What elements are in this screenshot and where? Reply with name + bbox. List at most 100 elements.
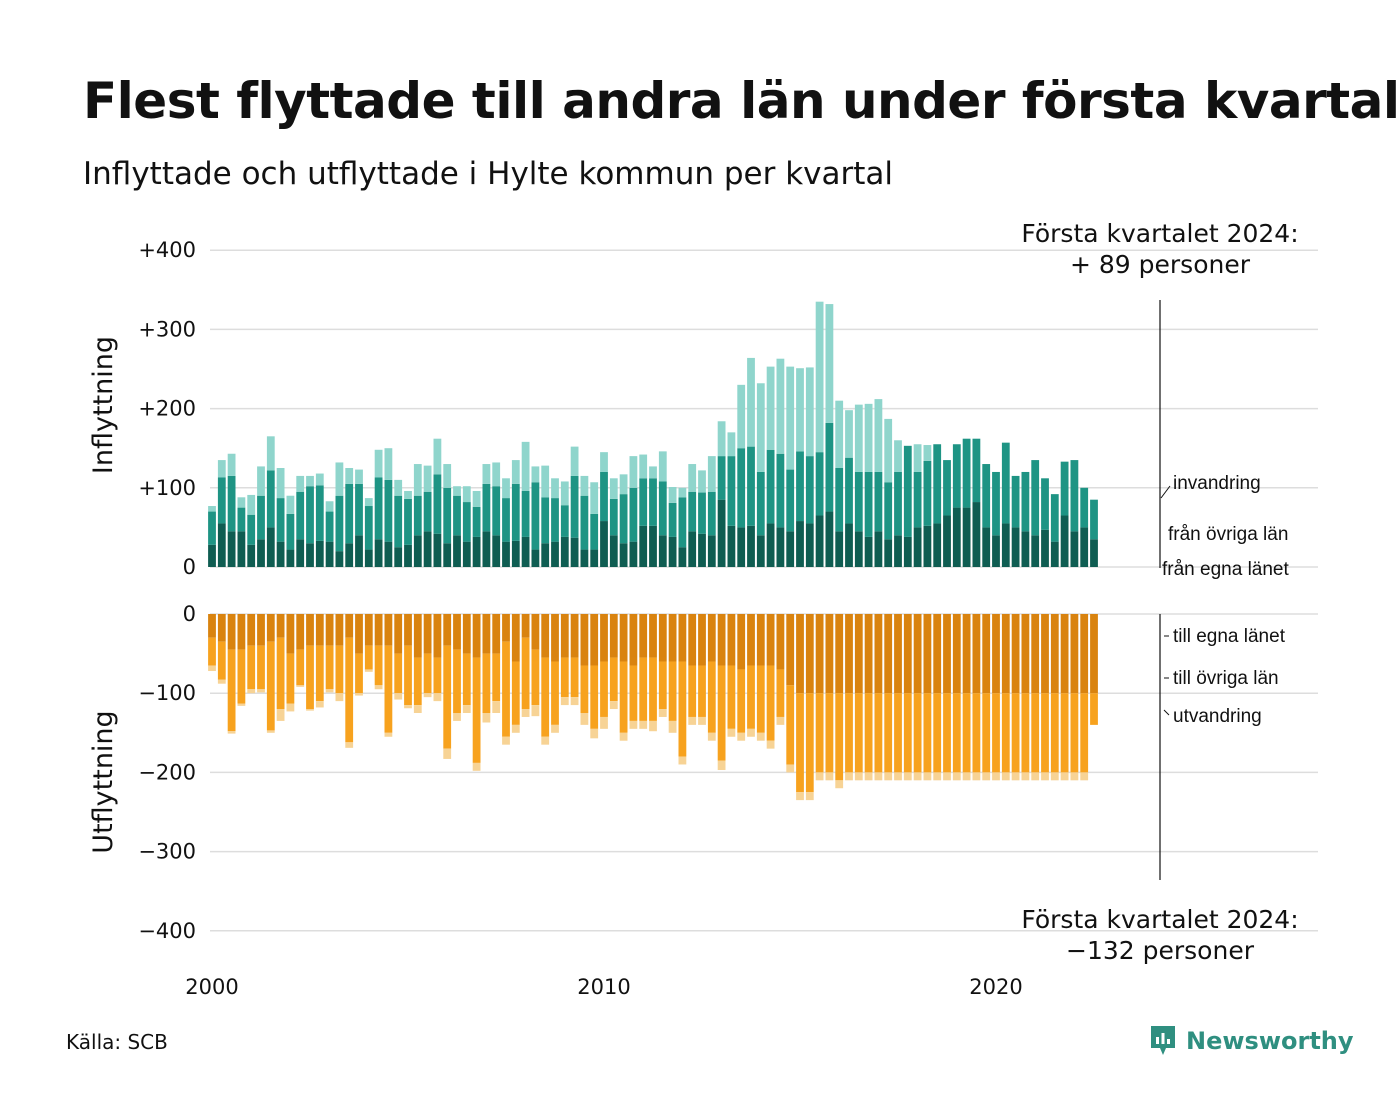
bar-fran-ovriga-lan bbox=[835, 468, 844, 532]
bar-till-ovriga-lan bbox=[845, 693, 853, 773]
bar-invandring bbox=[443, 464, 452, 488]
bar-till-egna-lanet bbox=[1060, 614, 1069, 694]
bar-fran-ovriga-lan bbox=[884, 482, 893, 540]
annotation-top-line1: Första kvartalet 2024: bbox=[1021, 219, 1298, 248]
bar-fran-egna-lanet bbox=[923, 525, 932, 567]
bar-fran-ovriga-lan bbox=[688, 491, 697, 532]
bar-till-egna-lanet bbox=[462, 614, 471, 654]
bar-invandring bbox=[453, 486, 461, 496]
bar-fran-ovriga-lan bbox=[698, 492, 706, 534]
bar-utvandring bbox=[423, 693, 432, 698]
bar-till-ovriga-lan bbox=[266, 641, 275, 731]
bar-fran-egna-lanet bbox=[933, 523, 942, 567]
bar-till-ovriga-lan bbox=[560, 657, 569, 698]
bar-till-egna-lanet bbox=[982, 614, 991, 694]
bar-utvandring bbox=[1031, 772, 1040, 781]
bar-till-ovriga-lan bbox=[835, 693, 844, 781]
bar-fran-ovriga-lan bbox=[531, 482, 540, 550]
bar-fran-egna-lanet bbox=[482, 531, 491, 567]
bar-fran-egna-lanet bbox=[590, 549, 599, 567]
bar-fran-ovriga-lan bbox=[903, 445, 912, 537]
label-till-ovriga-lan: till övriga län bbox=[1173, 668, 1279, 689]
bar-utvandring bbox=[1080, 772, 1089, 781]
bar-till-ovriga-lan bbox=[737, 669, 746, 733]
bar-fran-egna-lanet bbox=[296, 539, 305, 567]
bar-till-egna-lanet bbox=[551, 614, 559, 662]
bar-fran-ovriga-lan bbox=[972, 438, 981, 503]
bar-fran-ovriga-lan bbox=[325, 511, 334, 542]
bar-till-ovriga-lan bbox=[1070, 693, 1079, 773]
bar-utvandring bbox=[678, 756, 687, 765]
bar-invandring bbox=[492, 462, 501, 487]
bar-invandring bbox=[815, 301, 824, 453]
bar-till-egna-lanet bbox=[943, 614, 951, 694]
bar-invandring bbox=[894, 440, 902, 472]
bar-till-egna-lanet bbox=[668, 614, 677, 662]
bar-till-ovriga-lan bbox=[443, 645, 452, 749]
bar-utvandring bbox=[580, 713, 589, 725]
bar-till-ovriga-lan bbox=[1080, 693, 1089, 773]
bars-outflow bbox=[208, 614, 1098, 801]
bar-till-ovriga-lan bbox=[325, 645, 334, 690]
bar-invandring bbox=[423, 465, 432, 492]
bar-till-egna-lanet bbox=[511, 614, 520, 662]
bar-till-ovriga-lan bbox=[335, 645, 344, 694]
bar-till-ovriga-lan bbox=[355, 653, 363, 694]
bar-utvandring bbox=[1070, 772, 1079, 781]
bar-invandring bbox=[737, 384, 746, 449]
bar-till-ovriga-lan bbox=[854, 693, 863, 773]
bar-fran-ovriga-lan bbox=[854, 471, 863, 532]
bar-fran-ovriga-lan bbox=[1060, 461, 1069, 516]
bar-invandring bbox=[531, 466, 540, 483]
bar-fran-egna-lanet bbox=[580, 549, 589, 567]
bar-fran-egna-lanet bbox=[629, 541, 638, 567]
bar-fran-ovriga-lan bbox=[462, 502, 471, 542]
bar-till-ovriga-lan bbox=[903, 693, 912, 773]
bar-invandring bbox=[776, 358, 785, 454]
bar-till-ovriga-lan bbox=[609, 657, 618, 702]
label-fran-ovriga-lan: från övriga län bbox=[1168, 524, 1288, 545]
bar-till-ovriga-lan bbox=[962, 693, 971, 773]
bar-till-egna-lanet bbox=[217, 614, 226, 642]
bar-invandring bbox=[551, 478, 559, 499]
bar-till-egna-lanet bbox=[756, 614, 765, 666]
bar-till-egna-lanet bbox=[825, 614, 834, 694]
brand-logo[interactable]: Newsworthy bbox=[1148, 1024, 1354, 1058]
bar-till-ovriga-lan bbox=[541, 657, 550, 737]
bar-invandring bbox=[208, 506, 216, 512]
bar-till-ovriga-lan bbox=[678, 661, 687, 757]
bar-fran-ovriga-lan bbox=[286, 513, 295, 550]
bar-invandring bbox=[433, 438, 442, 475]
bars-inflow bbox=[208, 301, 1098, 567]
bar-fran-ovriga-lan bbox=[413, 495, 422, 536]
bar-till-egna-lanet bbox=[854, 614, 863, 694]
bar-till-ovriga-lan bbox=[1090, 693, 1098, 725]
bar-fran-egna-lanet bbox=[374, 539, 383, 567]
bar-till-ovriga-lan bbox=[649, 657, 657, 721]
bar-till-ovriga-lan bbox=[1041, 693, 1049, 773]
bar-fran-egna-lanet bbox=[717, 499, 726, 567]
bar-fran-ovriga-lan bbox=[492, 486, 501, 536]
bar-fran-ovriga-lan bbox=[394, 495, 403, 548]
bar-fran-ovriga-lan bbox=[580, 495, 589, 550]
bar-fran-ovriga-lan bbox=[952, 444, 961, 508]
bar-till-egna-lanet bbox=[560, 614, 569, 658]
bar-till-ovriga-lan bbox=[247, 645, 256, 690]
bar-till-egna-lanet bbox=[845, 614, 853, 694]
bar-utvandring bbox=[1001, 772, 1010, 781]
bar-till-egna-lanet bbox=[894, 614, 902, 694]
bar-till-egna-lanet bbox=[1011, 614, 1020, 694]
bar-fran-egna-lanet bbox=[639, 525, 648, 567]
bar-till-egna-lanet bbox=[1080, 614, 1089, 694]
bar-till-ovriga-lan bbox=[276, 637, 285, 710]
bar-fran-egna-lanet bbox=[727, 525, 736, 567]
bar-utvandring bbox=[374, 685, 383, 690]
bar-invandring bbox=[237, 497, 246, 508]
leader-utvandring bbox=[1163, 709, 1170, 716]
bar-utvandring bbox=[364, 669, 373, 672]
bar-till-egna-lanet bbox=[1041, 614, 1049, 694]
bar-fran-ovriga-lan bbox=[707, 491, 716, 536]
annotation-top-line2: + 89 personer bbox=[1070, 250, 1251, 279]
bar-fran-ovriga-lan bbox=[992, 471, 1000, 536]
bar-invandring bbox=[394, 479, 403, 496]
